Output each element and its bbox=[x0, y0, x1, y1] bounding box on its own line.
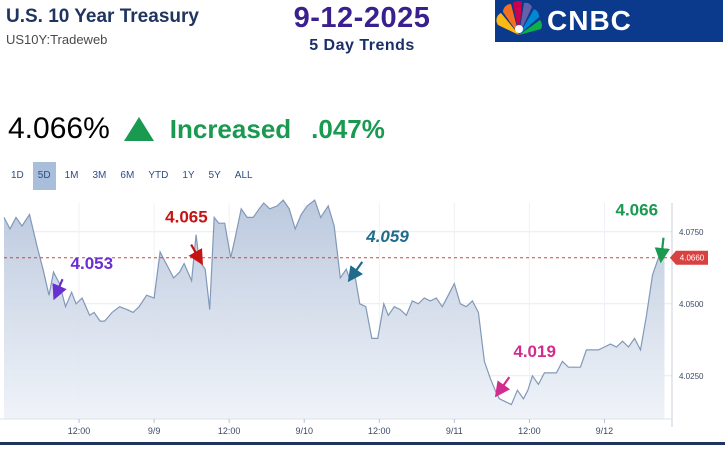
annotation-arrow bbox=[654, 237, 670, 264]
reference-tag-label: 4.0660 bbox=[680, 254, 705, 263]
x-tick-label: 9/10 bbox=[295, 426, 313, 436]
chart-title: U.S. 10 Year Treasury bbox=[6, 6, 199, 27]
x-tick-label: 9/9 bbox=[148, 426, 161, 436]
x-tick-label: 12:00 bbox=[518, 426, 541, 436]
annotation-label: 4.019 bbox=[513, 342, 556, 361]
y-tick-label: 4.0500 bbox=[679, 300, 704, 309]
direction-label: Increased bbox=[169, 113, 292, 144]
annotation-arrow bbox=[347, 261, 364, 283]
yield-chart: 4.0750 4.0500 4.0250 12:00 9/9 12:00 9/10 12:00… bbox=[0, 199, 708, 436]
trend-heading: 5 Day Trends bbox=[309, 37, 415, 54]
current-price: 4.066% bbox=[8, 112, 110, 145]
annotation-arrow bbox=[52, 278, 67, 301]
bottom-rule bbox=[0, 442, 725, 445]
range-5d[interactable]: 5D bbox=[32, 162, 56, 190]
range-selector: 1D 5D 1M 3M 6M YTD 1Y 5Y ALL bbox=[6, 162, 262, 190]
x-tick-label: 12:00 bbox=[68, 426, 91, 436]
annotation-label: 4.053 bbox=[71, 254, 114, 273]
x-tick-label: 12:00 bbox=[368, 426, 391, 436]
date-heading: 9-12-2025 bbox=[293, 2, 431, 34]
annotation-label: 4.065 bbox=[165, 208, 208, 227]
series-area bbox=[4, 200, 665, 419]
annotation-label: 4.059 bbox=[365, 227, 409, 246]
y-tick-label: 4.0750 bbox=[679, 228, 704, 237]
symbol-subtitle: US10Y:Tradeweb bbox=[6, 32, 108, 47]
range-1d[interactable]: 1D bbox=[11, 170, 24, 181]
annotation-arrow bbox=[188, 244, 203, 266]
range-1y[interactable]: 1Y bbox=[182, 170, 195, 181]
logo-wordmark: CNBC bbox=[547, 5, 632, 36]
reference-tag bbox=[670, 250, 708, 265]
range-3m[interactable]: 3M bbox=[92, 170, 107, 181]
cnbc-logo: CNBC bbox=[495, 0, 723, 42]
x-tick-label: 9/12 bbox=[596, 426, 614, 436]
x-tick-label: 9/11 bbox=[446, 426, 463, 436]
annotation-label: 4.066 bbox=[615, 201, 658, 220]
peacock-icon bbox=[496, 1, 542, 35]
quote-row: 4.066% Increased .047% bbox=[8, 112, 385, 146]
change-value: .047% bbox=[311, 113, 385, 144]
series-line bbox=[3, 199, 665, 406]
range-all[interactable]: ALL bbox=[234, 170, 253, 181]
range-5y[interactable]: 5Y bbox=[208, 170, 221, 181]
annotation-arrow bbox=[494, 376, 511, 398]
range-ytd[interactable]: YTD bbox=[148, 170, 169, 181]
up-triangle-icon bbox=[123, 117, 154, 141]
range-1m[interactable]: 1M bbox=[64, 170, 79, 181]
x-tick-label: 12:00 bbox=[218, 426, 241, 436]
range-6m[interactable]: 6M bbox=[120, 170, 135, 181]
y-tick-label: 4.0250 bbox=[679, 372, 704, 381]
